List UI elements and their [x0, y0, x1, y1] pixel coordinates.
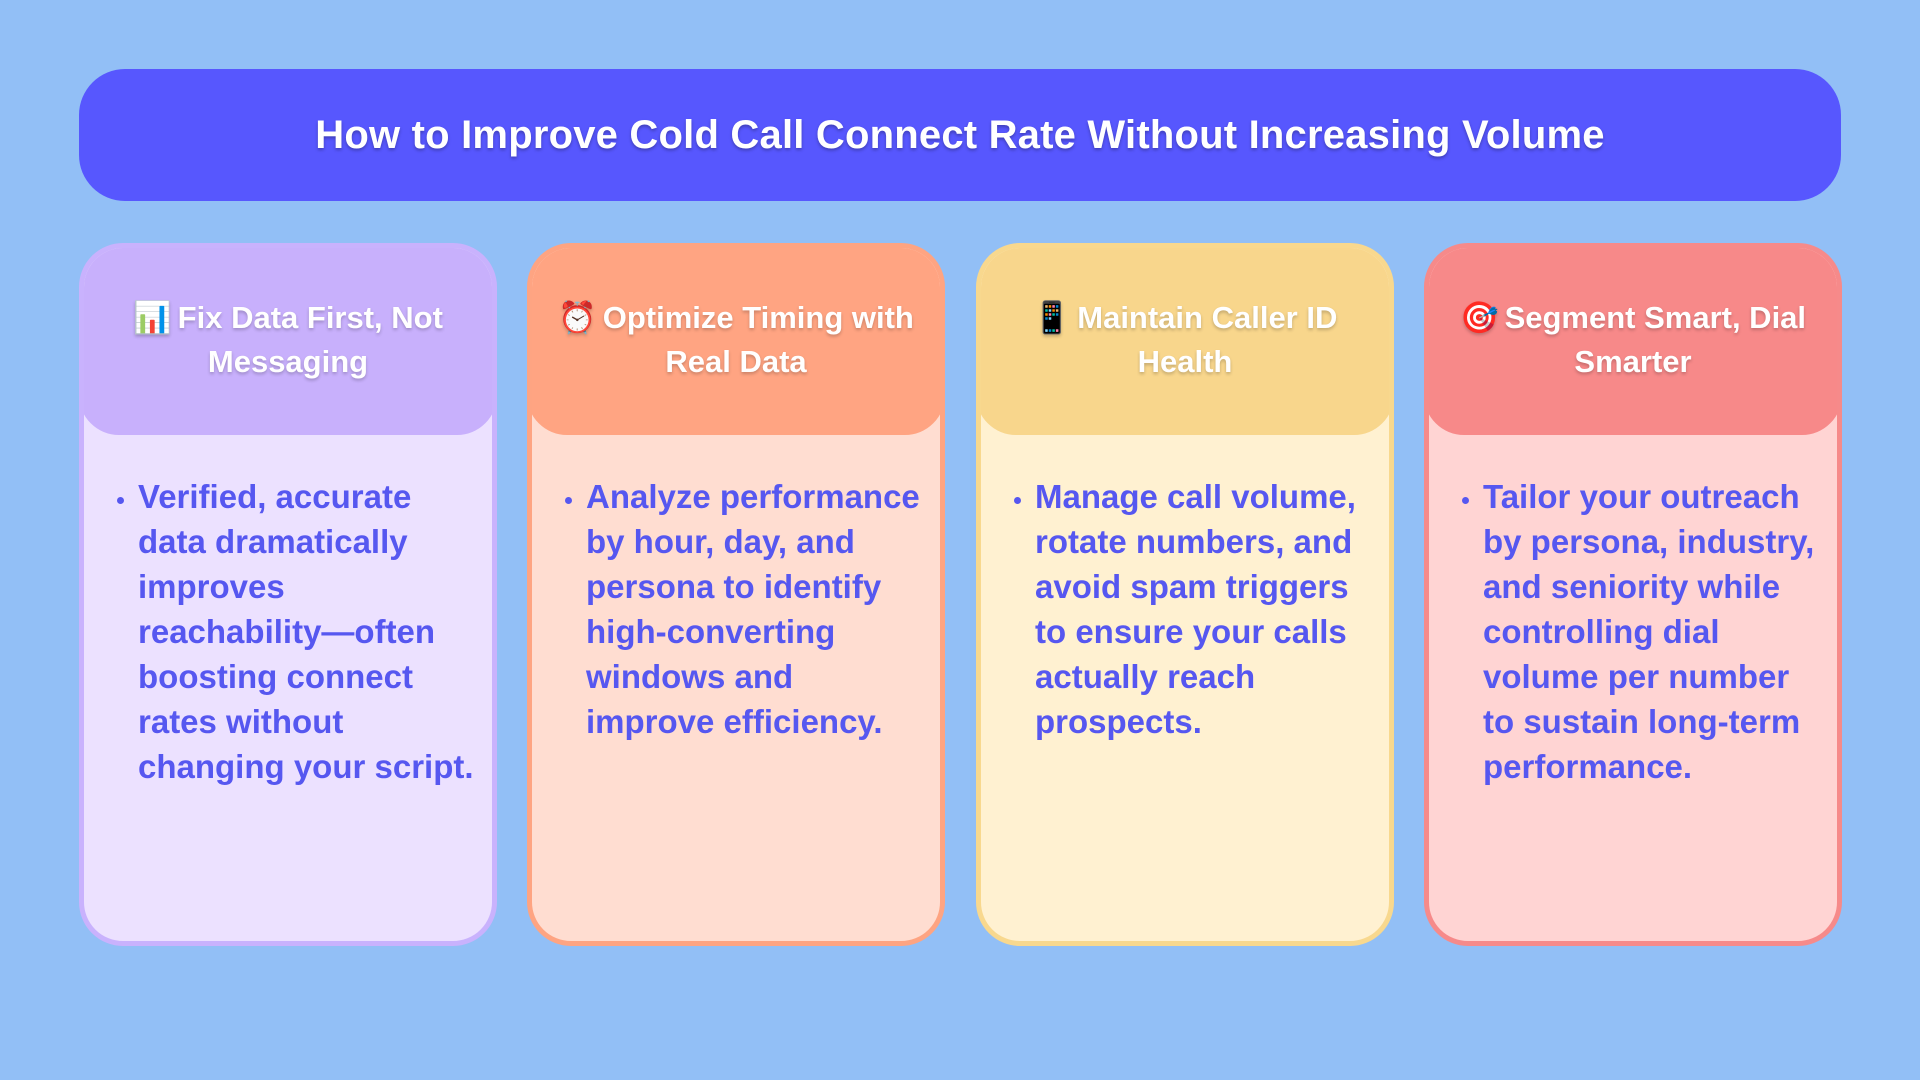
bullet-list: Analyze performance by hour, day, and pe… [546, 474, 922, 744]
card-body: Tailor your outreach by persona, industr… [1443, 474, 1819, 789]
card-header: 🎯 Segment Smart, Dial Smarter [1429, 248, 1837, 435]
card-header: ⏰ Optimize Timing with Real Data [532, 248, 940, 435]
card-header: 📊 Fix Data First, Not Messaging [84, 248, 492, 435]
card-optimize-timing: ⏰Optimize Timing with Real Data Analyze … [527, 243, 945, 946]
bar-chart-icon: 📊 [133, 299, 172, 336]
card-fix-data: 📊Fix Data First, Not Messaging Verified,… [79, 243, 497, 946]
card-segment-smart: 🎯Segment Smart, Dial Smarter Tailor your… [1424, 243, 1842, 946]
card-body: Analyze performance by hour, day, and pe… [546, 474, 922, 744]
list-item: Verified, accurate data dramatically imp… [138, 474, 474, 789]
page-title: How to Improve Cold Call Connect Rate Wi… [315, 112, 1605, 157]
title-banner: How to Improve Cold Call Connect Rate Wi… [79, 69, 1841, 201]
card-heading: Optimize Timing with Real Data [602, 299, 914, 379]
card-heading: Fix Data First, Not Messaging [177, 299, 443, 379]
card-heading: Segment Smart, Dial Smarter [1504, 299, 1807, 379]
bullet-list: Tailor your outreach by persona, industr… [1443, 474, 1819, 789]
bullet-list: Manage call volume, rotate numbers, and … [995, 474, 1371, 744]
mobile-phone-icon: 📱 [1032, 299, 1072, 336]
list-item: Manage call volume, rotate numbers, and … [1035, 474, 1371, 744]
bullet-list: Verified, accurate data dramatically imp… [98, 474, 474, 789]
card-body: Verified, accurate data dramatically imp… [98, 474, 474, 789]
list-item: Analyze performance by hour, day, and pe… [586, 474, 922, 744]
card-body: Manage call volume, rotate numbers, and … [995, 474, 1371, 744]
card-caller-id: 📱Maintain Caller ID Health Manage call v… [976, 243, 1394, 946]
card-header: 📱 Maintain Caller ID Health [981, 248, 1389, 435]
card-heading: Maintain Caller ID Health [1077, 299, 1338, 379]
list-item: Tailor your outreach by persona, industr… [1483, 474, 1819, 789]
target-icon: 🎯 [1459, 299, 1499, 336]
alarm-clock-icon: ⏰ [558, 299, 597, 336]
